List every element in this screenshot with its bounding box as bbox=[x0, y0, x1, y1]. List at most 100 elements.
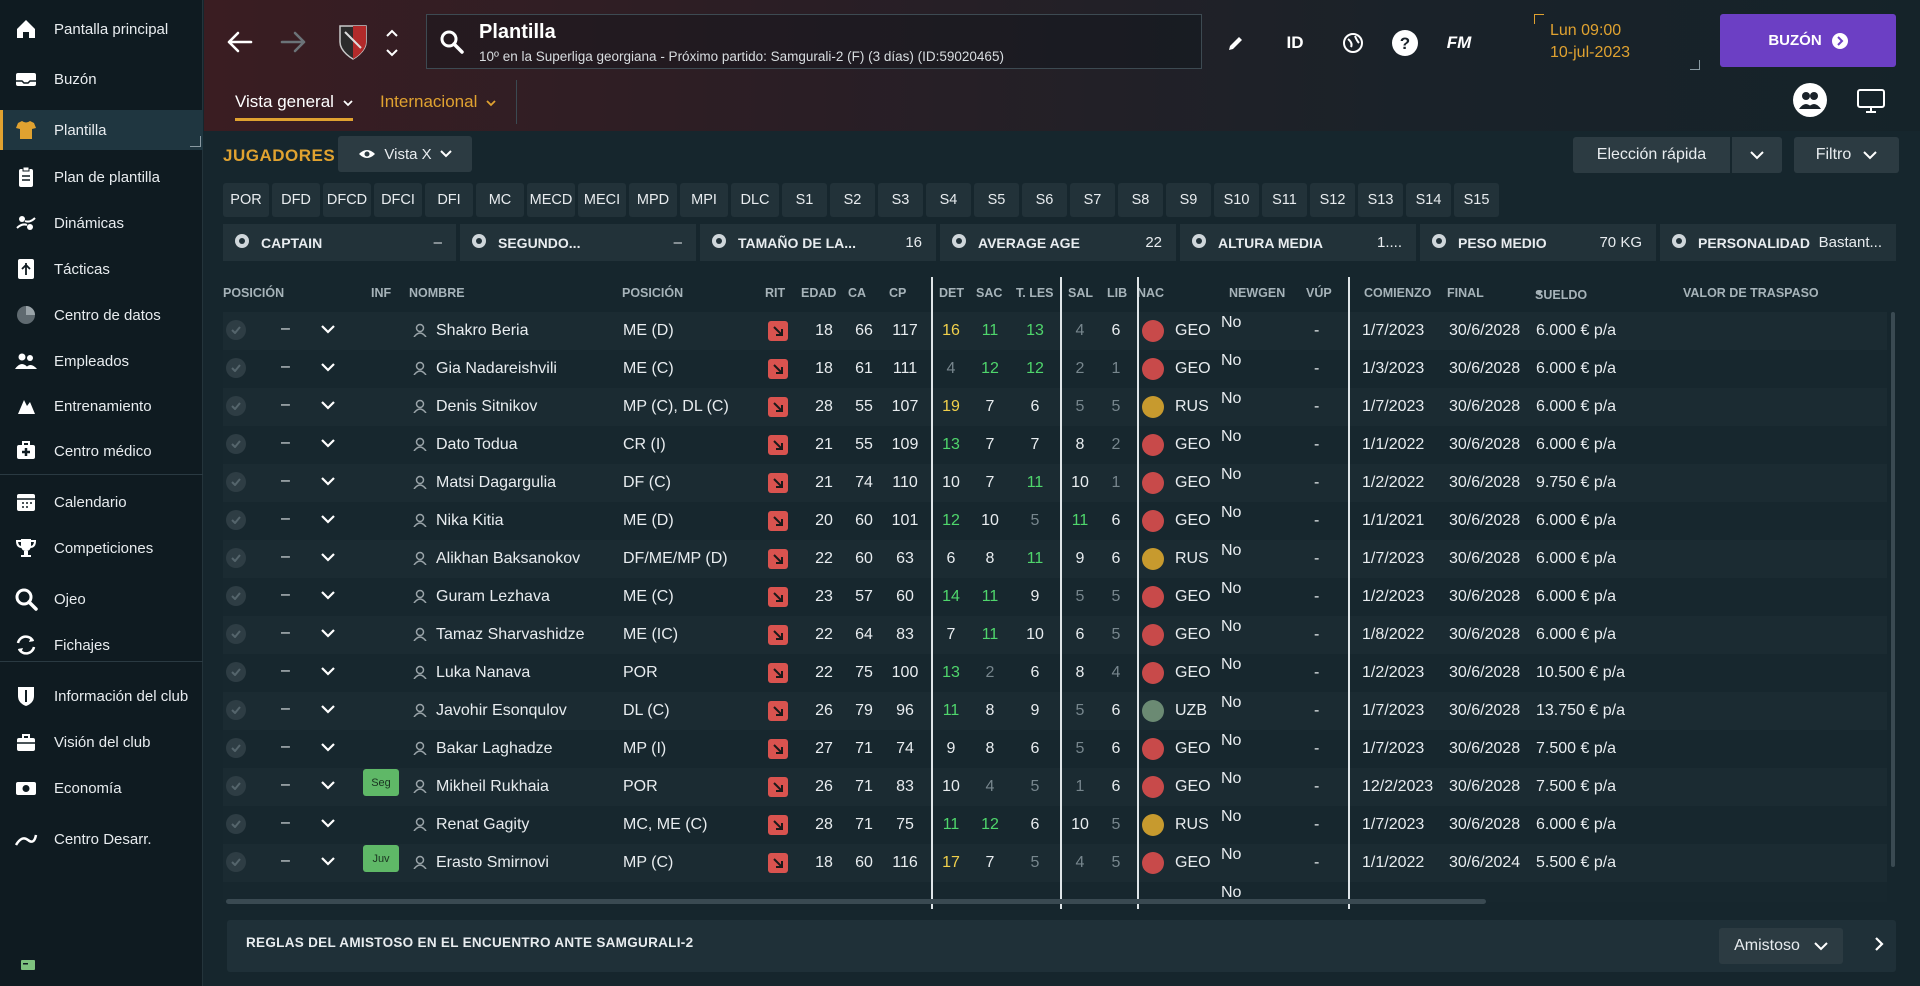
squad-stat[interactable]: ALTURA MEDIA 1.... bbox=[1180, 224, 1416, 261]
table-row[interactable]: – Dato Todua CR (I) 21 55 109 13 7 7 8 2 GEO No - 1/1/… bbox=[223, 426, 1887, 464]
position-filter-chip[interactable]: MPI bbox=[680, 183, 728, 217]
manager-profile-button[interactable] bbox=[1793, 83, 1827, 117]
chevron-down-icon[interactable] bbox=[321, 398, 335, 416]
select-checkbox[interactable] bbox=[226, 510, 246, 530]
position-filter-chip[interactable]: S4 bbox=[926, 183, 971, 217]
screen-mode-button[interactable] bbox=[1854, 86, 1888, 116]
position-filter-chip[interactable]: S11 bbox=[1262, 183, 1307, 217]
chevron-down-icon[interactable] bbox=[321, 664, 335, 682]
sidebar-item-7[interactable]: Centro de datos bbox=[0, 295, 203, 335]
quick-pick-dropdown[interactable] bbox=[1732, 137, 1782, 173]
cell-position-select[interactable]: – bbox=[281, 852, 290, 869]
chevron-down-icon[interactable] bbox=[321, 588, 335, 606]
cell-name[interactable]: Bakar Laghadze bbox=[436, 740, 553, 757]
cell-name[interactable]: Nika Kitia bbox=[436, 512, 504, 529]
table-row[interactable]: – Gia Nadareishvili ME (C) 18 61 111 4 12 12 2 1 GE… bbox=[223, 350, 1887, 388]
cell-name[interactable]: Mikheil Rukhaia bbox=[436, 778, 549, 795]
sidebar-item-2[interactable]: Buzón bbox=[0, 59, 203, 99]
table-row[interactable]: – Luka Nanava POR 22 75 100 13 2 6 8 4 GEO No - 1/2/20… bbox=[223, 654, 1887, 692]
sidebar-item-8[interactable]: Empleados bbox=[0, 341, 203, 381]
table-row[interactable]: – Renat Gagity MC, ME (C) 28 71 75 11 12 6 10 5 RUS… bbox=[223, 806, 1887, 844]
table-row[interactable]: – Juv Erasto Smirnovi MP (C) 18 60 116 17 7 5 4 5 GE… bbox=[223, 844, 1887, 882]
chevron-down-icon[interactable] bbox=[321, 626, 335, 644]
squad-stat[interactable]: PESO MEDIO 70 KG bbox=[1420, 224, 1656, 261]
chevron-down-icon[interactable] bbox=[321, 778, 335, 796]
cell-position-select[interactable]: – bbox=[281, 548, 290, 565]
cell-position-select[interactable]: – bbox=[281, 776, 290, 793]
filter-button[interactable]: Filtro bbox=[1794, 137, 1899, 173]
cell-position-select[interactable]: – bbox=[281, 472, 290, 489]
sidebar-item-16[interactable]: Visión del club bbox=[0, 722, 203, 762]
col-nombre[interactable]: NOMBRE bbox=[409, 286, 465, 300]
col-sac[interactable]: SAC bbox=[976, 286, 1003, 300]
chevron-down-icon[interactable] bbox=[321, 702, 335, 720]
select-checkbox[interactable] bbox=[226, 814, 246, 834]
chevron-down-icon[interactable] bbox=[321, 854, 335, 872]
select-checkbox[interactable] bbox=[226, 320, 246, 340]
status-card-icon[interactable] bbox=[20, 958, 36, 972]
cell-position-select[interactable]: – bbox=[281, 662, 290, 679]
chevron-down-icon[interactable] bbox=[321, 550, 335, 568]
position-filter-chip[interactable]: S10 bbox=[1214, 183, 1259, 217]
sidebar-item-17[interactable]: Economía bbox=[0, 768, 203, 808]
table-row[interactable]: – Matsi Dagargulia DF (C) 21 74 110 10 7 11 10 1 GE… bbox=[223, 464, 1887, 502]
cell-position-select[interactable]: – bbox=[281, 358, 290, 375]
position-filter-chip[interactable]: DFD bbox=[272, 183, 320, 217]
select-checkbox[interactable] bbox=[226, 586, 246, 606]
col-valor[interactable]: VALOR DE TRASPASO bbox=[1683, 286, 1819, 300]
select-checkbox[interactable] bbox=[226, 434, 246, 454]
position-filter-chip[interactable]: S5 bbox=[974, 183, 1019, 217]
col-cp[interactable]: CP bbox=[889, 286, 907, 300]
table-row[interactable]: – Bakar Laghadze MP (I) 27 71 74 9 8 6 5 6 GEO No - 1/… bbox=[223, 730, 1887, 768]
horizontal-scrollbar[interactable] bbox=[226, 899, 1486, 904]
position-filter-chip[interactable]: MC bbox=[476, 183, 524, 217]
game-date[interactable]: Lun 09:00 10-jul-2023 bbox=[1530, 14, 1700, 70]
select-checkbox[interactable] bbox=[226, 396, 246, 416]
cell-name[interactable]: Erasto Smirnovi bbox=[436, 854, 549, 871]
select-checkbox[interactable] bbox=[226, 700, 246, 720]
table-row[interactable]: – Guram Lezhava ME (C) 23 57 60 14 11 9 5 5 GEO No - 1… bbox=[223, 578, 1887, 616]
col-ca[interactable]: CA bbox=[848, 286, 867, 300]
chevron-down-icon[interactable] bbox=[321, 436, 335, 454]
fm-menu-button[interactable]: FM bbox=[1446, 33, 1472, 52]
position-filter-chip[interactable]: S3 bbox=[878, 183, 923, 217]
cell-name[interactable]: Tamaz Sharvashidze bbox=[436, 626, 585, 643]
cell-name[interactable]: Matsi Dagargulia bbox=[436, 474, 557, 491]
col-vup[interactable]: VÚP bbox=[1306, 286, 1332, 300]
cell-position-select[interactable]: – bbox=[281, 320, 290, 337]
select-checkbox[interactable] bbox=[226, 738, 246, 758]
rules-expand-button[interactable] bbox=[1867, 932, 1891, 956]
cell-name[interactable]: Gia Nadareishvili bbox=[436, 360, 557, 377]
club-switch-stepper[interactable] bbox=[384, 26, 404, 60]
sidebar-item-4[interactable]: Plan de plantilla bbox=[0, 157, 203, 197]
sidebar-item-14[interactable]: Fichajes bbox=[0, 625, 203, 665]
cell-name[interactable]: Shakro Beria bbox=[436, 322, 529, 339]
select-checkbox[interactable] bbox=[226, 624, 246, 644]
position-filter-chip[interactable]: S7 bbox=[1070, 183, 1115, 217]
match-type-dropdown[interactable]: Amistoso bbox=[1719, 928, 1843, 964]
position-filter-chip[interactable]: S8 bbox=[1118, 183, 1163, 217]
edit-button[interactable] bbox=[1219, 26, 1253, 60]
position-filter-chip[interactable]: MPD bbox=[629, 183, 677, 217]
table-row[interactable]: – Seg Mikheil Rukhaia POR 26 71 83 10 4 5 1 6 GEO No -… bbox=[223, 768, 1887, 806]
col-posicion[interactable]: POSICIÓN bbox=[223, 286, 285, 300]
position-filter-chip[interactable]: DFI bbox=[425, 183, 473, 217]
vertical-scrollbar[interactable] bbox=[1891, 312, 1895, 867]
chevron-down-icon[interactable] bbox=[321, 360, 335, 378]
position-filter-chip[interactable]: S14 bbox=[1406, 183, 1451, 217]
sidebar-item-6[interactable]: Tácticas bbox=[0, 249, 203, 289]
sidebar-item-18[interactable]: Centro Desarr. bbox=[0, 819, 203, 859]
position-filter-chip[interactable]: S15 bbox=[1454, 183, 1499, 217]
table-row[interactable]: No bbox=[223, 882, 1887, 902]
select-checkbox[interactable] bbox=[226, 472, 246, 492]
position-filter-chip[interactable]: S9 bbox=[1166, 183, 1211, 217]
squad-stat[interactable]: AVERAGE AGE 22 bbox=[940, 224, 1176, 261]
squad-stat[interactable]: TAMAÑO DE LA... 16 bbox=[700, 224, 936, 261]
col-edad[interactable]: EDAD bbox=[801, 286, 837, 300]
sidebar-item-3[interactable]: Plantilla bbox=[0, 110, 203, 150]
select-checkbox[interactable] bbox=[226, 358, 246, 378]
chevron-down-icon[interactable] bbox=[321, 816, 335, 834]
cell-position-select[interactable]: – bbox=[281, 586, 290, 603]
table-row[interactable]: – Alikhan Baksanokov DF/ME/MP (D) 22 60 63 6 8 1… bbox=[223, 540, 1887, 578]
sidebar-item-9[interactable]: Entrenamiento bbox=[0, 386, 203, 426]
